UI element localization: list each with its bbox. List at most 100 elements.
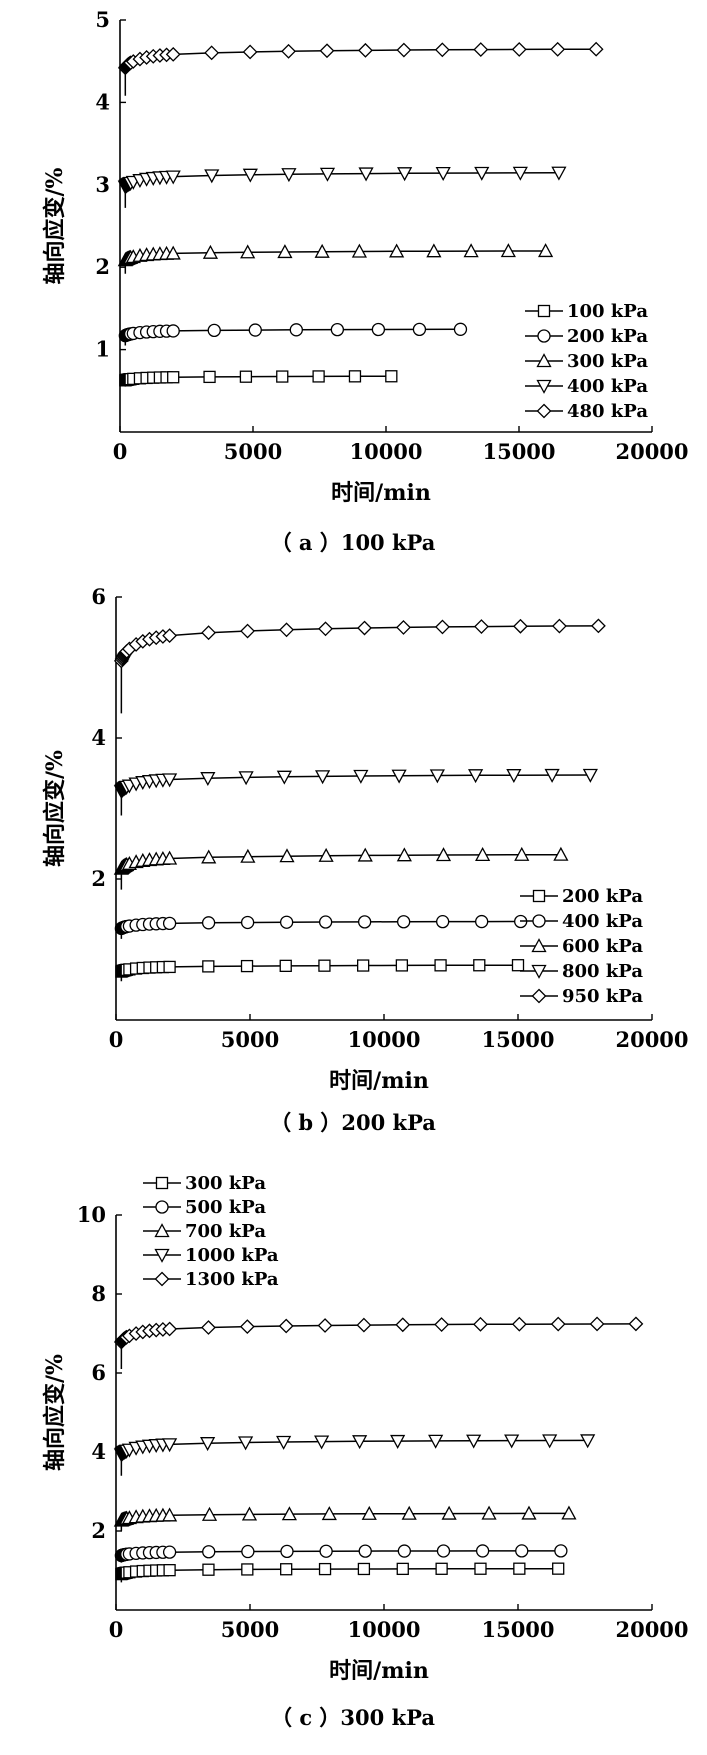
marker-circle <box>280 1544 294 1559</box>
marker-circle <box>357 915 372 929</box>
marker-square <box>532 889 546 903</box>
legend-label: 300 kPa <box>185 1173 266 1194</box>
marker-circle <box>289 323 303 337</box>
legend-label: 400 kPa <box>562 911 643 932</box>
series-line <box>120 1439 588 1476</box>
marker-triangle-down <box>466 1434 482 1449</box>
marker-triangle-up <box>162 850 178 865</box>
marker-diamond <box>511 1316 527 1332</box>
y-tick-label: 2 <box>91 866 106 891</box>
series-line <box>124 48 597 96</box>
marker-triangle-down <box>238 1436 254 1451</box>
marker-triangle-up <box>396 847 412 862</box>
marker-square <box>202 960 215 973</box>
marker-triangle-down <box>504 1434 520 1449</box>
series-diamond <box>117 41 604 96</box>
marker-triangle-up <box>561 1505 577 1520</box>
marker-triangle-down <box>391 769 407 784</box>
y-tick-label: 10 <box>77 1202 106 1227</box>
marker-square <box>202 1563 215 1576</box>
marker-diamond <box>434 42 450 58</box>
legend-item: 480 kPa <box>525 401 648 422</box>
marker-circle <box>453 322 468 336</box>
marker-triangle-up <box>531 938 547 953</box>
marker-triangle-up <box>318 847 334 862</box>
marker-triangle-up <box>201 849 217 864</box>
marker-triangle-up <box>521 1505 537 1520</box>
marker-diamond <box>162 1321 178 1337</box>
marker-diamond <box>511 41 527 57</box>
legend-label: 600 kPa <box>562 936 643 957</box>
marker-diamond <box>435 619 450 635</box>
marker-circle <box>318 915 333 929</box>
marker-triangle-down <box>352 1435 368 1450</box>
marker-triangle-down <box>204 169 220 184</box>
legend-item: 700 kPa <box>143 1221 266 1242</box>
marker-circle <box>201 916 216 930</box>
marker-triangle-down <box>242 168 258 183</box>
legend-item: 800 kPa <box>520 961 643 982</box>
marker-circle <box>155 1200 169 1214</box>
legend-item: 1000 kPa <box>143 1245 279 1266</box>
marker-diamond <box>162 628 178 644</box>
x-tick-label: 10000 <box>349 439 422 464</box>
marker-diamond <box>239 1319 255 1335</box>
marker-diamond <box>474 619 489 634</box>
legend-label: 200 kPa <box>562 886 643 907</box>
x-axis-label: 时间/min <box>329 1068 429 1094</box>
marker-square <box>357 1562 371 1576</box>
marker-triangle-down <box>281 168 297 183</box>
legend: 100 kPa 200 kPa 300 kPa 400 kPa 480 kPa <box>525 301 648 422</box>
marker-square <box>155 1176 169 1190</box>
marker-triangle-down <box>474 166 490 181</box>
legend-label: 480 kPa <box>567 401 648 422</box>
legend-label: 300 kPa <box>567 351 648 372</box>
marker-triangle-down <box>238 771 254 786</box>
x-tick-label: 0 <box>109 1617 124 1642</box>
marker-circle <box>371 322 386 337</box>
marker-triangle-up <box>281 1506 297 1521</box>
marker-triangle-down <box>397 167 413 182</box>
marker-square <box>241 1563 254 1576</box>
marker-square <box>279 959 292 973</box>
marker-triangle-up <box>401 1505 417 1520</box>
marker-triangle-up <box>321 1506 337 1521</box>
marker-diamond <box>396 619 411 635</box>
y-axis-label: 轴向应变/% <box>42 1354 68 1471</box>
series-circle <box>114 1544 568 1563</box>
marker-diamond <box>201 625 217 641</box>
legend-label: 200 kPa <box>567 326 648 347</box>
legend: 200 kPa 400 kPa 600 kPa 800 kPa 950 kPa <box>520 886 643 1007</box>
marker-square <box>163 1564 176 1577</box>
legend-label: 1300 kPa <box>185 1269 279 1290</box>
marker-triangle-up <box>538 243 554 258</box>
marker-square <box>312 370 325 383</box>
x-tick-label: 5000 <box>224 439 282 464</box>
series-line <box>120 774 591 816</box>
marker-triangle-down <box>165 170 181 185</box>
marker-circle <box>207 323 221 338</box>
series-triangle-down <box>117 166 567 208</box>
figure-caption: （ c ）300 kPa <box>271 1705 435 1730</box>
marker-triangle-down <box>315 770 331 785</box>
marker-diamond <box>279 622 294 638</box>
marker-diamond <box>281 43 296 59</box>
series-diamond <box>113 1316 644 1370</box>
marker-triangle-down <box>162 1438 178 1453</box>
x-tick-label: 20000 <box>615 1027 688 1052</box>
marker-square <box>318 1562 332 1576</box>
marker-circle <box>162 916 177 931</box>
legend-label: 950 kPa <box>562 986 643 1007</box>
series-line <box>120 1512 569 1532</box>
chart-panel-2: 0 5000 10000 15000 20000 2 4 6 时间/min 轴向应变/% （ b ）… <box>42 584 689 1135</box>
x-tick-label: 15000 <box>482 439 555 464</box>
y-tick-label: 1 <box>95 337 110 362</box>
marker-circle <box>248 323 262 337</box>
x-tick-label: 0 <box>113 439 128 464</box>
legend-item: 300 kPa <box>143 1173 266 1194</box>
marker-triangle-up <box>514 846 530 861</box>
legend-label: 400 kPa <box>567 376 648 397</box>
marker-diamond <box>589 1316 605 1332</box>
x-axis-label: 时间/min <box>329 1658 429 1684</box>
marker-triangle-down <box>506 769 522 784</box>
